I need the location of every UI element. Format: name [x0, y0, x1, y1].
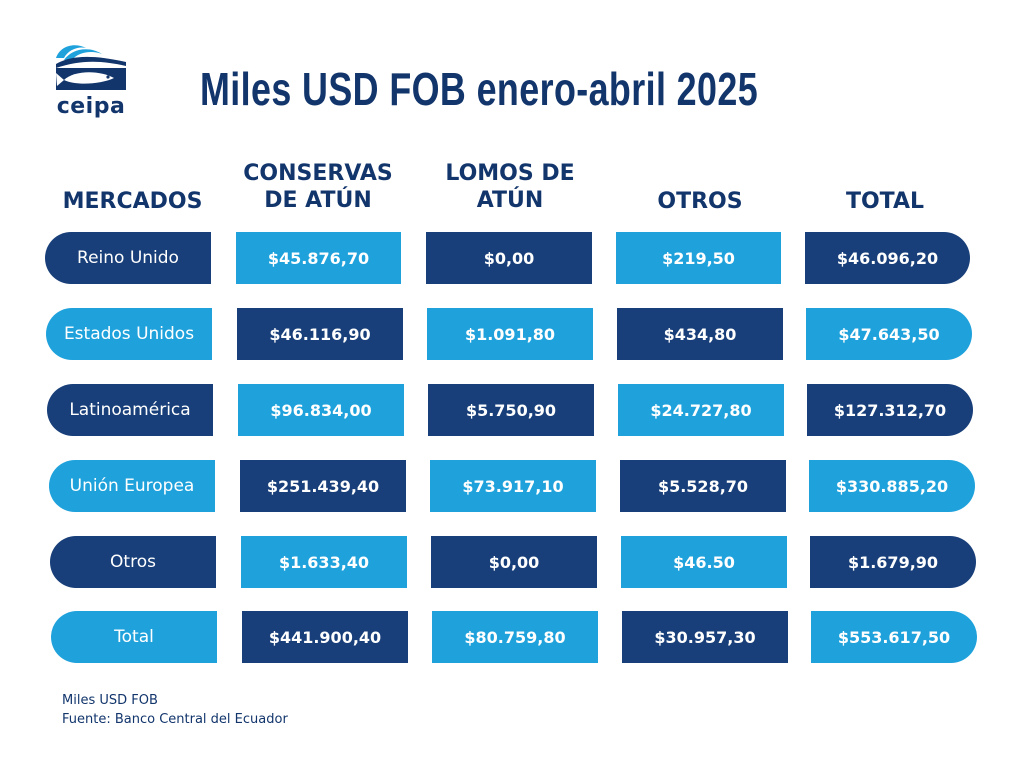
value-total-estados-unidos: $47.643,50: [806, 308, 972, 360]
value-lomos-estados-unidos: $1.091,80: [427, 308, 593, 360]
value-total-total: $553.617,50: [811, 611, 977, 663]
value-otros-reino-unido: $219,50: [616, 232, 781, 284]
value-total-latinoamerica: $127.312,70: [807, 384, 973, 436]
value-lomos-union-europea: $73.917,10: [430, 460, 596, 512]
value-otros-union-europea: $5.528,70: [620, 460, 786, 512]
header-conservas-line2: DE ATÚN: [264, 188, 372, 213]
header-lomos: LOMOS DE ATÚN: [420, 160, 600, 214]
value-conservas-estados-unidos: $46.116,90: [237, 308, 403, 360]
fish-wave-icon: [56, 45, 126, 90]
value-total-otros: $1.679,90: [810, 536, 976, 588]
logo-text: ceipa: [56, 94, 126, 119]
market-otros: Otros: [50, 536, 216, 588]
header-otros: OTROS: [610, 188, 790, 215]
header-conservas-line1: CONSERVAS: [243, 161, 393, 186]
ceipa-logo: ceipa: [50, 40, 132, 122]
value-conservas-reino-unido: $45.876,70: [236, 232, 401, 284]
value-lomos-otros: $0,00: [431, 536, 597, 588]
market-estados-unidos: Estados Unidos: [46, 308, 212, 360]
header-total: TOTAL: [800, 188, 970, 215]
value-otros-otros: $46.50: [621, 536, 787, 588]
header-conservas: CONSERVAS DE ATÚN: [228, 160, 408, 214]
footer-source: Fuente: Banco Central del Ecuador: [62, 712, 288, 727]
value-conservas-total: $441.900,40: [242, 611, 408, 663]
page-title: Miles USD FOB enero-abril 2025: [200, 63, 759, 115]
value-lomos-total: $80.759,80: [432, 611, 598, 663]
value-lomos-latinoamerica: $5.750,90: [428, 384, 594, 436]
header-otros-label: OTROS: [657, 189, 743, 214]
value-lomos-reino-unido: $0,00: [426, 232, 592, 284]
header-lomos-line1: LOMOS DE: [445, 161, 575, 186]
market-latinoamerica: Latinoamérica: [47, 384, 213, 436]
market-union-europea: Unión Europea: [49, 460, 215, 512]
market-reino-unido: Reino Unido: [45, 232, 211, 284]
header-mercados-label: MERCADOS: [62, 189, 203, 214]
market-total: Total: [51, 611, 217, 663]
footer-unit: Miles USD FOB: [62, 693, 158, 708]
value-conservas-latinoamerica: $96.834,00: [238, 384, 404, 436]
value-conservas-union-europea: $251.439,40: [240, 460, 406, 512]
value-total-union-europea: $330.885,20: [809, 460, 975, 512]
value-otros-estados-unidos: $434,80: [617, 308, 783, 360]
value-otros-total: $30.957,30: [622, 611, 788, 663]
value-total-reino-unido: $46.096,20: [805, 232, 970, 284]
header-lomos-line2: ATÚN: [476, 188, 544, 213]
header-mercados: MERCADOS: [50, 188, 215, 215]
header-total-label: TOTAL: [845, 189, 925, 214]
value-otros-latinoamerica: $24.727,80: [618, 384, 784, 436]
value-conservas-otros: $1.633,40: [241, 536, 407, 588]
